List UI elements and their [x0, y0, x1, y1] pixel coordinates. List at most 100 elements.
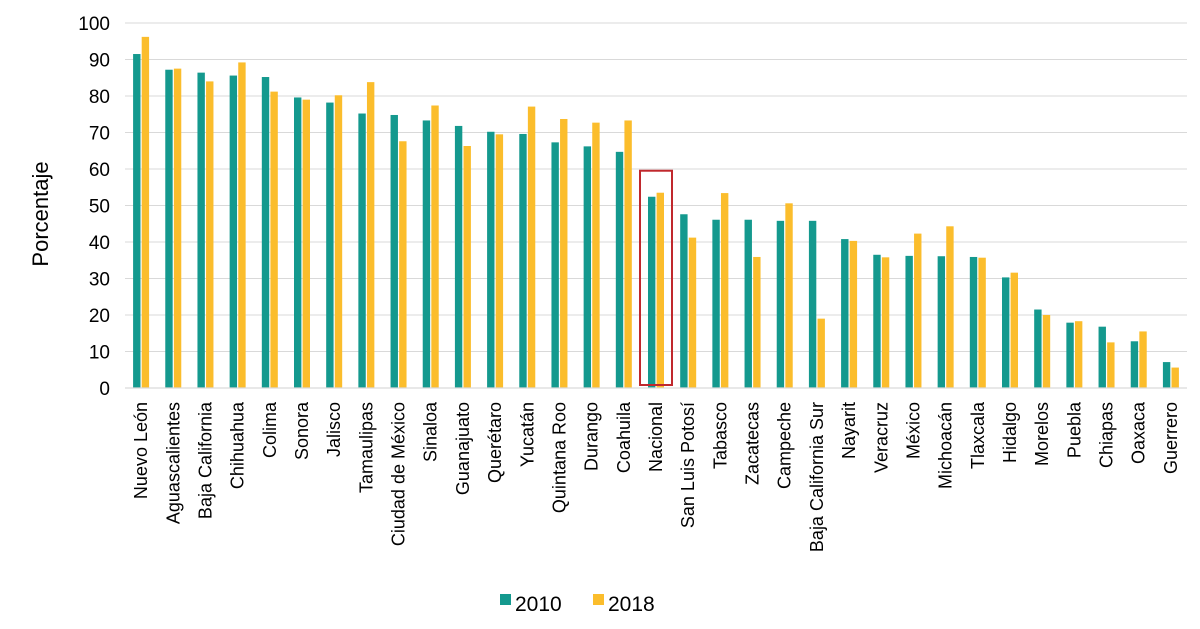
bar-2018 [495, 134, 504, 388]
bar-2018 [592, 122, 600, 389]
x-tick-label: Colima [260, 401, 280, 458]
bar-2018 [1010, 272, 1018, 388]
bar-2018 [753, 256, 761, 388]
bar-2018 [849, 240, 858, 388]
bar-2010 [133, 54, 141, 389]
x-tick-label: Sonora [292, 401, 312, 460]
x-tick-label: Michoacán [936, 402, 956, 489]
x-tick-label: Quintana Roo [549, 402, 569, 513]
bar-2018 [302, 99, 310, 389]
x-tick-label: Baja California Sur [807, 402, 827, 552]
legend-label: 2018 [608, 593, 655, 616]
x-tick-label: Hidalgo [1000, 402, 1020, 463]
bar-2010 [229, 75, 238, 388]
bar-2018 [1042, 315, 1051, 388]
legend-swatch-2018 [593, 594, 604, 605]
y-tick-label: 90 [89, 51, 110, 72]
bars [133, 36, 1179, 389]
bar-2018 [881, 257, 890, 388]
bar-2018 [946, 226, 954, 388]
bar-2018 [1074, 321, 1083, 388]
bar-2018 [206, 81, 214, 389]
bar-2010 [841, 239, 849, 388]
legend-swatch-2010 [500, 594, 511, 605]
bar-2010 [776, 220, 785, 388]
bar-2010 [551, 142, 559, 388]
bar-2010 [165, 69, 173, 388]
x-tick-label: Baja California [195, 401, 215, 519]
x-tick-label: Yucatán [517, 402, 537, 467]
x-tick-label: Tamaulipas [356, 402, 376, 493]
bar-2018 [785, 203, 793, 388]
bar-2010 [294, 97, 302, 389]
x-tick-label: Chihuahua [228, 401, 248, 489]
x-tick-label: Querétaro [485, 402, 505, 483]
bar-2018 [720, 193, 729, 388]
bar-2010 [358, 113, 366, 389]
bar-2010 [583, 146, 592, 388]
bar-2018 [914, 233, 922, 388]
bar-2010 [454, 125, 463, 389]
x-tick-label: Chiapas [1097, 402, 1117, 468]
bar-2018 [366, 82, 375, 388]
y-axis-label: Porcentaje [28, 161, 53, 266]
bar-2018 [1107, 342, 1115, 388]
y-tick-label: 50 [89, 197, 110, 218]
bar-2010 [615, 151, 624, 388]
bar-2018 [399, 141, 407, 388]
bar-2010 [937, 256, 946, 388]
bar-2010 [1066, 322, 1074, 388]
y-tick-label: 10 [89, 343, 110, 364]
x-tick-label: Aguascalientes [163, 402, 183, 524]
y-tick-label: 80 [89, 87, 110, 108]
x-tick-label: Zacatecas [743, 402, 763, 485]
bar-2018 [1171, 367, 1179, 388]
x-tick-label: Veracruz [871, 402, 891, 473]
bar-2018 [141, 36, 150, 389]
bar-2018 [334, 95, 343, 389]
x-tick-label: Campeche [775, 402, 795, 489]
y-tick-label: 60 [89, 160, 110, 181]
bar-2018 [431, 105, 439, 389]
bar-2010 [680, 214, 688, 388]
bar-2018 [656, 192, 664, 388]
x-tick-label: Durango [582, 402, 602, 471]
y-tick-label: 30 [89, 270, 110, 291]
bar-2010 [808, 220, 817, 388]
bar-2010 [197, 72, 205, 388]
y-tick-label: 20 [89, 306, 110, 327]
x-tick-label: Guanajuato [453, 402, 473, 495]
x-tick-label: Nayarit [839, 402, 859, 459]
bar-2010 [390, 114, 398, 388]
y-tick-label: 70 [89, 124, 110, 145]
bar-2010 [326, 102, 334, 388]
bar-2018 [527, 106, 536, 389]
bar-2010 [1130, 341, 1139, 388]
legend-label: 2010 [515, 593, 562, 616]
bar-2010 [1002, 277, 1010, 388]
bar-2010 [487, 131, 495, 388]
bar-2018 [270, 91, 278, 389]
x-tick-label: Nacional [646, 402, 666, 472]
legend: 2010 2018 [500, 593, 655, 616]
bar-2018 [463, 146, 471, 388]
bar-2010 [1162, 362, 1171, 388]
bar-2018 [624, 120, 632, 388]
bar-2010 [261, 77, 270, 389]
bar-2010 [905, 255, 913, 388]
bar-2018 [1139, 331, 1147, 388]
bar-2018 [173, 68, 182, 388]
y-tick-label: 0 [99, 379, 110, 400]
x-tick-label: Oaxaca [1129, 401, 1149, 464]
x-tick-label: Guerrero [1161, 402, 1181, 474]
x-tick-label: Tabasco [710, 402, 730, 469]
bar-2018 [688, 237, 697, 388]
x-tick-label: Tlaxcala [968, 401, 988, 469]
bar-2018 [817, 318, 825, 388]
x-tick-label: Nuevo León [131, 402, 151, 499]
x-tick-label: Ciudad de México [389, 402, 409, 546]
x-tick-label: Puebla [1064, 401, 1084, 458]
bar-2010 [422, 120, 431, 388]
x-tick-label: México [903, 402, 923, 459]
